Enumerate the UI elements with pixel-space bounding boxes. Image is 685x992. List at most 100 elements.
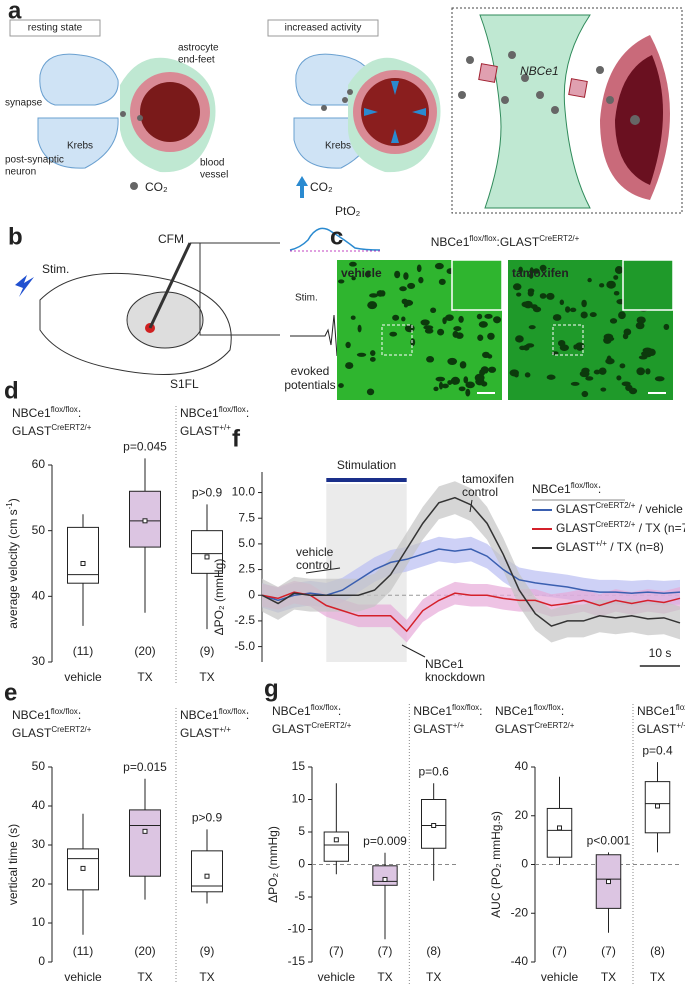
group-label: NBCe1flox/flox: <box>180 405 249 421</box>
label: NBCe1flox/flox:GLASTCreERT2/+ <box>431 234 580 250</box>
y-tick-label: 0 <box>38 954 45 968</box>
y-tick-label: 5 <box>298 824 305 838</box>
cell <box>613 290 620 296</box>
n-label: (7) <box>552 944 567 958</box>
cell <box>546 292 555 300</box>
panel-label: b <box>8 223 23 250</box>
x-tick-label: vehicle <box>64 670 102 684</box>
panel-label: a <box>8 0 22 24</box>
text-part: NBCe1 <box>431 235 470 249</box>
label: Krebs <box>67 141 93 152</box>
astrocyte-zoom <box>479 14 591 209</box>
y-tick-label: 20 <box>515 808 529 822</box>
panel-label: e <box>4 679 17 706</box>
cell <box>476 313 483 320</box>
cell <box>579 370 590 378</box>
mean <box>142 828 148 834</box>
cell <box>401 298 408 305</box>
label: CFM <box>158 232 184 246</box>
cell <box>458 315 464 323</box>
group-label: GLAST+/+ <box>180 423 231 439</box>
cell <box>529 272 534 279</box>
cell <box>636 316 646 324</box>
cell <box>593 369 601 375</box>
mean <box>606 879 611 885</box>
x-tick-label: vehicle <box>541 970 579 984</box>
cell <box>488 366 497 373</box>
n-label: (11) <box>73 644 93 658</box>
rat-head <box>39 272 232 375</box>
leader <box>401 644 426 658</box>
group-label: NBCe1flox/flox: <box>495 703 564 719</box>
y-tick-label: 0 <box>248 587 255 601</box>
cell <box>356 352 367 357</box>
y-tick-label: -2.5 <box>234 613 255 627</box>
cell <box>420 319 430 326</box>
y-tick-label: 10.0 <box>232 485 256 499</box>
box <box>191 530 223 574</box>
arrows <box>296 81 426 198</box>
annotation: knockdown <box>425 670 485 684</box>
transporters <box>478 63 588 98</box>
label: evoked <box>291 364 330 378</box>
cell <box>559 344 569 351</box>
box <box>129 809 161 877</box>
cell <box>635 321 645 330</box>
cell <box>614 266 624 274</box>
cell <box>477 334 484 342</box>
text-part: GLAST <box>495 722 535 736</box>
superscript: CreERT2/+ <box>51 423 91 432</box>
cell <box>516 292 522 297</box>
group-label: GLASTCreERT2/+ <box>272 721 352 737</box>
y-axis-label: ΔPO₂ (mmHg) <box>212 559 226 636</box>
superscript: flox/flox <box>51 405 78 414</box>
group-label: NBCe1flox/flox: <box>180 707 249 723</box>
mean <box>557 825 562 831</box>
box <box>67 526 99 584</box>
annotation: control <box>296 558 332 572</box>
inset-roi <box>552 324 584 356</box>
label: S1FL <box>170 377 199 391</box>
text-part: : <box>338 704 341 718</box>
label: resting state <box>28 23 83 34</box>
mean <box>333 837 339 843</box>
mean <box>431 823 437 828</box>
label: Krebs <box>325 141 351 152</box>
cell <box>581 390 589 398</box>
label: potentials <box>284 378 335 392</box>
cell <box>394 270 401 279</box>
postsynapse <box>37 117 119 169</box>
text-part: GLAST <box>12 726 52 740</box>
n-label: (8) <box>650 944 665 958</box>
cell <box>569 307 577 313</box>
cell <box>455 332 464 339</box>
x-tick-label: TX <box>199 970 214 984</box>
cell <box>559 299 565 306</box>
group-label: GLAST+/+ <box>637 721 685 737</box>
superscript: flox/flox <box>571 481 598 490</box>
cell <box>581 299 587 308</box>
text-part: GLAST <box>180 424 220 438</box>
cell <box>479 369 486 376</box>
superscript: +/+ <box>453 721 465 730</box>
text-part: average velocity (cm s <box>6 509 20 628</box>
text-part: : <box>561 704 564 718</box>
group-label: GLAST+/+ <box>180 725 231 741</box>
cell <box>587 277 592 283</box>
cell <box>370 350 376 357</box>
y-axis-label: AUC (PO₂ mmHg.s) <box>489 811 503 918</box>
cell <box>580 311 588 319</box>
cell <box>345 341 351 349</box>
y-tick-label: -15 <box>288 954 306 968</box>
y-axis-label: vertical time (s) <box>6 824 20 905</box>
co2-particles <box>120 51 640 190</box>
mean <box>382 876 388 882</box>
legend-label: GLASTCreERT2/+ / vehicle (n=7) <box>556 501 685 517</box>
annotation: NBCe1 <box>425 657 464 671</box>
label: Stim. <box>295 293 318 304</box>
cell <box>619 363 626 369</box>
cell <box>606 280 616 289</box>
annotation: vehicle <box>296 545 334 559</box>
cell <box>389 331 398 337</box>
group-label: GLASTCreERT2/+ <box>12 423 92 439</box>
